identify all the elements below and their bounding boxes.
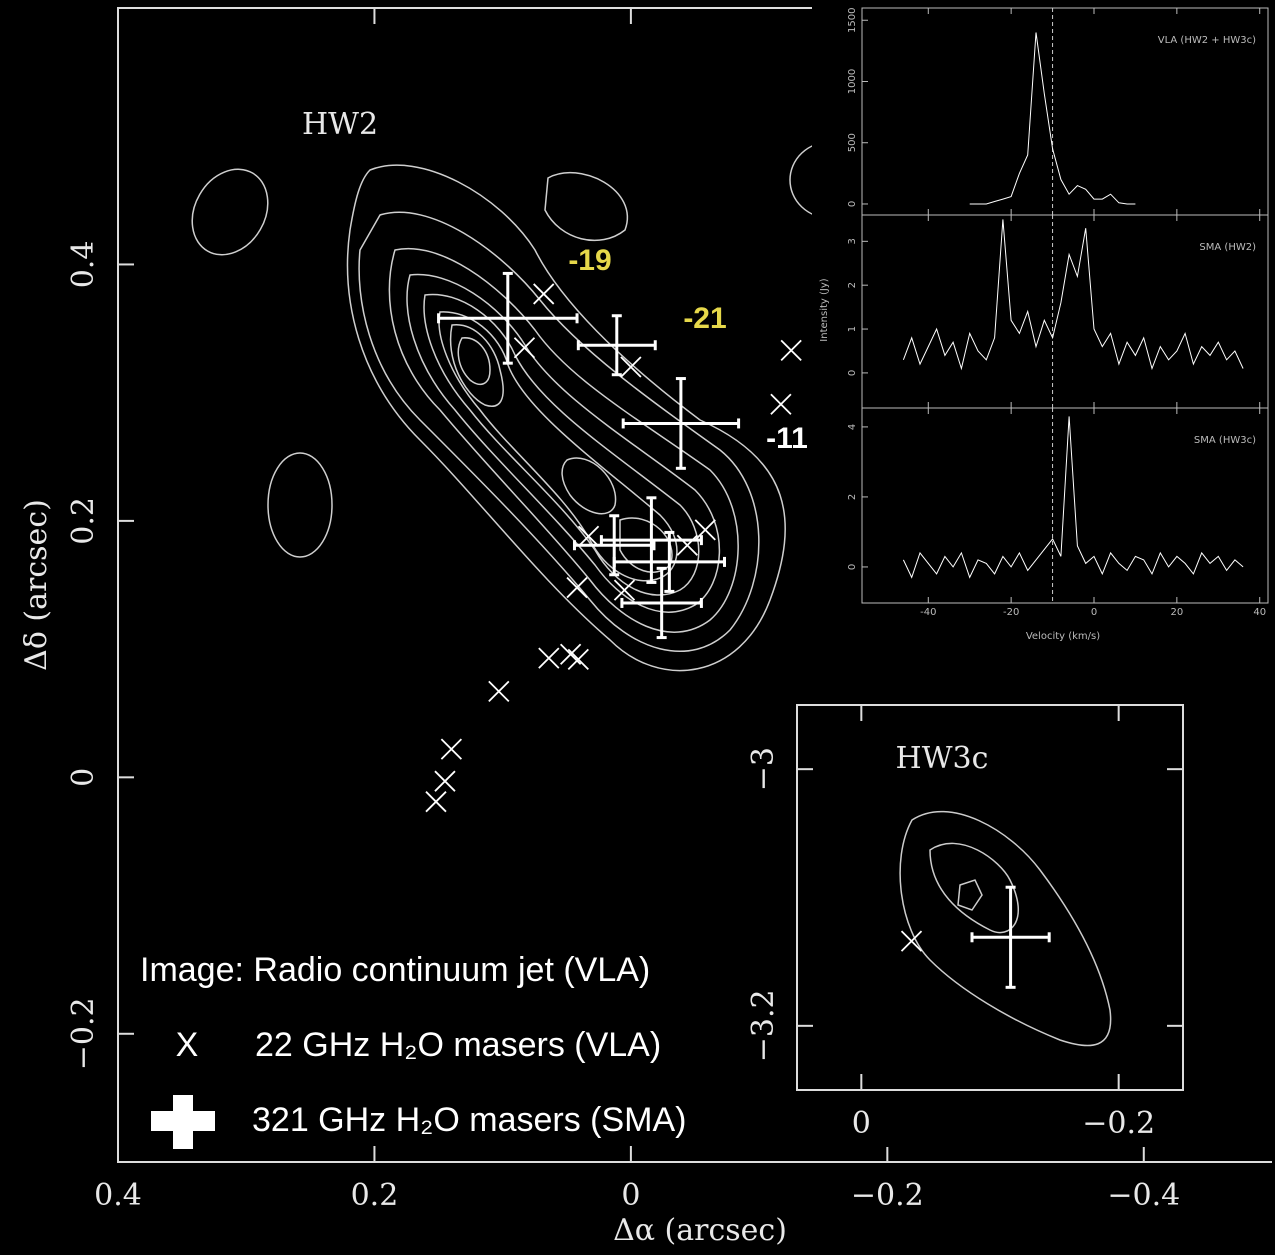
x-tick-label: 0.2 xyxy=(351,1178,399,1213)
x-tick-label: 0 xyxy=(852,1106,871,1141)
x-tick-label: 0 xyxy=(621,1178,640,1213)
source-label: HW3c xyxy=(896,741,989,776)
vla-maser xyxy=(695,520,715,540)
panel-title: VLA (HW2 + HW3c) xyxy=(1158,35,1256,46)
panel-title: SMA (HW2) xyxy=(1199,242,1256,253)
vla-maser xyxy=(771,394,791,414)
vla-maser xyxy=(567,578,587,598)
y-tick-label: −0.2 xyxy=(66,997,101,1070)
vla-maser xyxy=(441,739,461,759)
y-tick-label: 0.2 xyxy=(66,497,101,545)
y-tick-label: 2 xyxy=(847,494,858,500)
x-tick-label: 20 xyxy=(1170,607,1183,618)
x-axis-label: Velocity (km/s) xyxy=(1026,631,1100,642)
x-tick-label: 0.4 xyxy=(94,1178,142,1213)
panel-title: SMA (HW3c) xyxy=(1194,435,1256,446)
y-tick-label: 2 xyxy=(847,282,858,288)
vla-maser xyxy=(677,535,697,555)
x-tick-label: −0.4 xyxy=(1107,1178,1180,1213)
source-label: HW2 xyxy=(302,107,378,142)
legend-symbol: X xyxy=(176,1026,199,1064)
velocity-label: -21 xyxy=(683,302,726,335)
legend-label: 22 GHz H₂O masers (VLA) xyxy=(255,1026,661,1064)
y-axis-label: Intensity (Jy) xyxy=(819,278,830,341)
y-tick-label: 4 xyxy=(847,424,858,430)
y-tick-label: 3 xyxy=(847,238,858,244)
y-tick-label: −3 xyxy=(746,747,781,791)
y-tick-label: 0 xyxy=(66,768,101,787)
legend-plus xyxy=(151,1095,215,1149)
y-tick-label: 1500 xyxy=(847,8,858,33)
velocity-label: -19 xyxy=(568,244,611,277)
x-tick-label: −0.2 xyxy=(1082,1106,1155,1141)
x-tick-label: -40 xyxy=(920,607,936,618)
y-tick-label: 0.4 xyxy=(66,241,101,289)
vla-maser xyxy=(621,357,641,377)
vla-maser xyxy=(435,771,455,791)
y-tick-label: −3.2 xyxy=(746,989,781,1062)
sma-maser xyxy=(439,273,577,363)
x-axis-label: Δα (arcsec) xyxy=(613,1213,787,1248)
figure: 0.4 0.2 0 −0.2 −0.4 −0.2 0 0.2 0.4 Δα (arcsec) Δδ … xyxy=(0,0,1275,1255)
y-tick-label: 0 xyxy=(847,370,858,376)
vla-maser xyxy=(568,649,588,669)
vla-maser xyxy=(534,284,554,304)
y-tick-label: 0 xyxy=(847,201,858,207)
x-tick-label: −0.2 xyxy=(851,1178,924,1213)
y-tick-label: 1 xyxy=(847,326,858,332)
x-tick-label: 0 xyxy=(1091,607,1097,618)
y-tick-label: 500 xyxy=(847,133,858,152)
velocity-label: -11 xyxy=(766,422,808,455)
vla-maser xyxy=(781,340,801,360)
vla-maser xyxy=(489,681,509,701)
vla-maser xyxy=(579,526,599,546)
legend-note: Image: Radio continuum jet (VLA) xyxy=(140,951,650,989)
vla-maser xyxy=(514,338,534,358)
sma-maser xyxy=(601,498,701,583)
x-tick-label: 40 xyxy=(1253,607,1266,618)
page: {"chart_data": [ {"type": "scatter", "xl… xyxy=(0,0,1275,1255)
legend-label: 321 GHz H₂O masers (SMA) xyxy=(252,1101,687,1139)
x-tick-label: -20 xyxy=(1003,607,1019,618)
y-tick-label: 0 xyxy=(847,564,858,570)
y-tick-label: 1000 xyxy=(847,69,858,94)
vla-maser xyxy=(426,792,446,812)
vla-maser xyxy=(539,648,559,668)
y-axis-label: Δδ (arcsec) xyxy=(19,499,54,671)
jet-contours xyxy=(177,142,870,671)
